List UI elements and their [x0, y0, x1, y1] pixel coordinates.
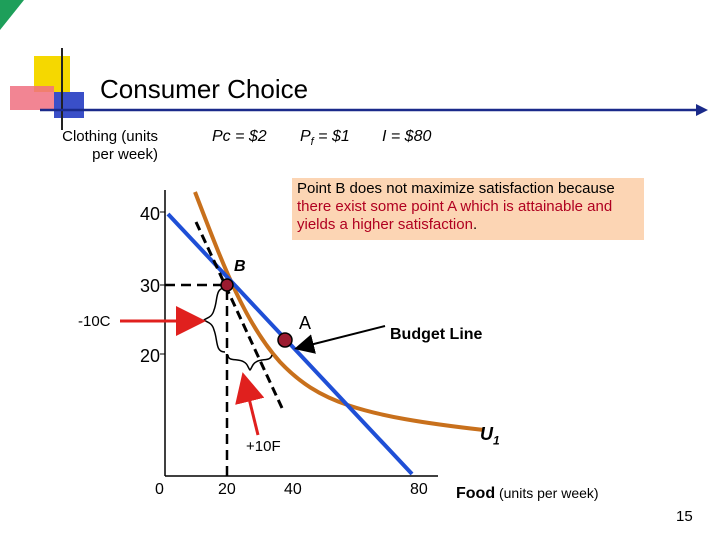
- indifference-curve-u1: [193, 191, 485, 432]
- x-axis-label-units: (units per week): [495, 485, 599, 501]
- price-food: Pf = $1: [300, 128, 350, 148]
- x-tick-label-80: 80: [410, 481, 428, 498]
- note-red-text: there exist some point A which is attain…: [297, 198, 613, 233]
- logo-blue-block: [54, 92, 84, 118]
- title-underline-arrow: [696, 104, 708, 116]
- label-minus-10c: -10C: [78, 313, 111, 330]
- arrow-plus-f: [235, 372, 265, 436]
- y-tick-label-30: 30: [140, 276, 161, 296]
- tangent-dashed-line: [194, 221, 284, 409]
- arrow-budget-to-a: [294, 325, 386, 354]
- y-axis-label: Clothing (units per week): [62, 128, 158, 163]
- label-u1: U1: [480, 424, 500, 448]
- label-budget-line: Budget Line: [390, 326, 483, 343]
- slide-title: Consumer Choice: [100, 74, 309, 104]
- price-clothing: Pc = $2: [212, 128, 267, 145]
- x-tick-label-0: 0: [155, 481, 164, 498]
- corner-triangle: [0, 0, 24, 30]
- price-food-value: = $1: [313, 128, 350, 145]
- label-u1-sub: 1: [493, 433, 500, 448]
- label-point-a: A: [299, 313, 312, 333]
- point-a: [277, 332, 293, 348]
- label-plus-10f: +10F: [246, 438, 281, 455]
- label-u1-main: U: [480, 424, 493, 444]
- y-tick-label-40: 40: [140, 204, 161, 224]
- x-tick-label-20: 20: [218, 481, 236, 498]
- x-axis-label-food: Food: [456, 485, 496, 502]
- price-food-sub: f: [310, 136, 314, 149]
- y-tick-label-20: 20: [140, 346, 161, 366]
- page-number: 15: [676, 508, 693, 525]
- logo-pink-block: [10, 86, 54, 110]
- note-text: Point B does not maximize satisfaction b…: [297, 180, 615, 197]
- x-tick-label-40: 40: [284, 481, 302, 498]
- explanation-note: Point B does not maximize satisfaction b…: [292, 178, 644, 240]
- brace-food: [227, 354, 273, 372]
- x-axis-label: Food (units per week): [456, 485, 599, 503]
- label-point-b: B: [234, 258, 246, 275]
- price-food-p: P: [300, 128, 311, 145]
- point-b: [220, 278, 234, 292]
- income: I = $80: [382, 128, 432, 145]
- brace-clothing: [202, 287, 226, 353]
- note-end: .: [472, 216, 478, 233]
